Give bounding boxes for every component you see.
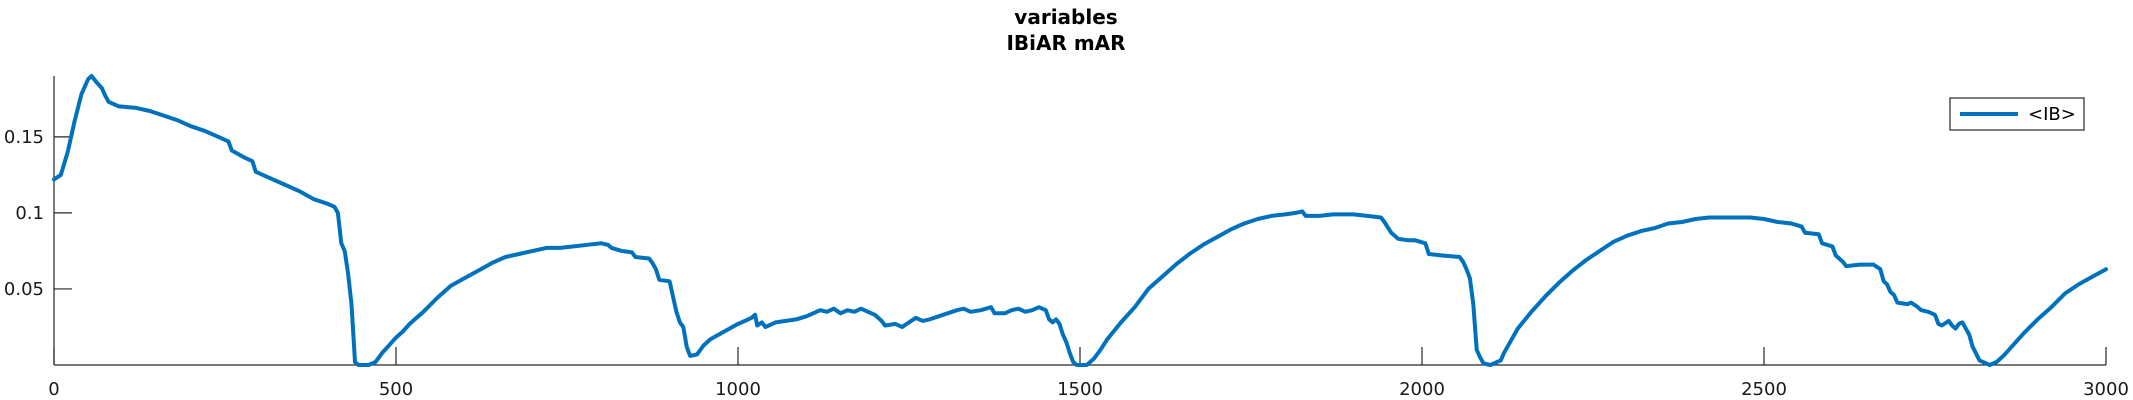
x-tick-label: 2500 (1741, 379, 1787, 400)
y-tick-label: 0.15 (4, 127, 44, 148)
x-tick-label: 2000 (1399, 379, 1445, 400)
series-group (52, 74, 2108, 367)
x-tick-label: 500 (379, 379, 413, 400)
x-tick-label: 1000 (715, 379, 761, 400)
chart-subtitle: IBiAR mAR (1006, 31, 1125, 55)
axes (53, 76, 2106, 366)
x-tick-label: 3000 (2083, 379, 2129, 400)
x-tick-label: 1500 (1057, 379, 1103, 400)
tick-group: 0 500 1000 1500 2000 2500 3000 0.05 0.1 0.15 (4, 127, 2129, 400)
x-tick-label: 0 (48, 379, 59, 400)
chart-title: variables (1014, 5, 1117, 29)
y-tick-label: 0.05 (4, 279, 44, 300)
legend: <IB> (1949, 97, 2085, 131)
series-line-ib (52, 74, 2108, 367)
legend-entry: <IB> (2028, 104, 2076, 125)
y-tick-label: 0.1 (15, 203, 44, 224)
